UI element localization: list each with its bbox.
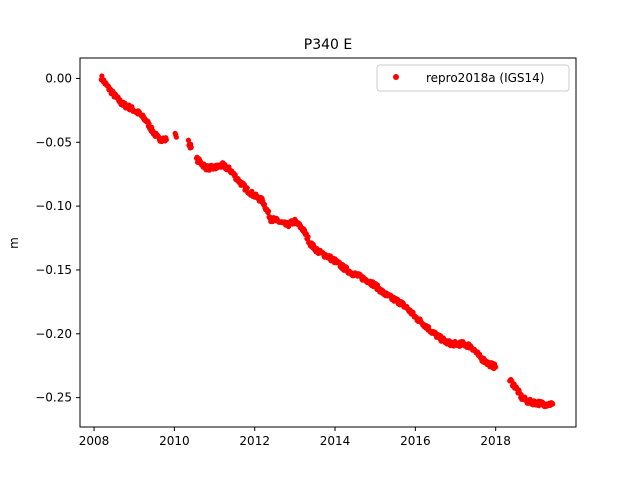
x-tick-label: 2018 xyxy=(480,434,511,448)
legend-box xyxy=(376,64,570,92)
y-tick-label: 0.00 xyxy=(45,71,72,85)
y-tick-label: −0.15 xyxy=(35,263,72,277)
legend-label: repro2018a (IGS14) xyxy=(426,71,544,85)
x-axis: 2008 2010 2012 2014 2016 2018 xyxy=(79,427,511,448)
data-point xyxy=(305,234,311,240)
data-point xyxy=(173,134,179,140)
data-point xyxy=(244,185,250,191)
y-tick-label: −0.10 xyxy=(35,199,72,213)
data-point xyxy=(185,137,192,143)
data-point xyxy=(343,264,350,270)
plot-points xyxy=(98,73,556,410)
data-point xyxy=(146,120,152,127)
y-axis-label: m xyxy=(7,237,21,249)
x-tick-label: 2008 xyxy=(79,434,110,448)
data-point xyxy=(265,208,272,214)
data-point xyxy=(188,144,194,150)
chart-title: P340 E xyxy=(304,37,352,53)
y-tick-label: −0.20 xyxy=(35,327,72,341)
legend-marker xyxy=(393,74,399,80)
y-tick-label: −0.25 xyxy=(35,391,72,405)
legend: repro2018a (IGS14) xyxy=(376,64,570,92)
data-point xyxy=(550,401,556,407)
y-tick-label: −0.05 xyxy=(35,135,72,149)
x-tick-label: 2014 xyxy=(320,434,351,448)
x-tick-label: 2016 xyxy=(400,434,431,448)
x-tick-label: 2012 xyxy=(239,434,270,448)
plot-frame xyxy=(79,57,577,428)
x-tick-label: 2010 xyxy=(159,434,190,448)
y-axis: 0.00 −0.05 −0.10 −0.15 −0.20 −0.25 xyxy=(35,71,80,405)
data-point xyxy=(99,73,105,79)
data-point xyxy=(163,137,169,143)
data-point xyxy=(493,364,499,370)
